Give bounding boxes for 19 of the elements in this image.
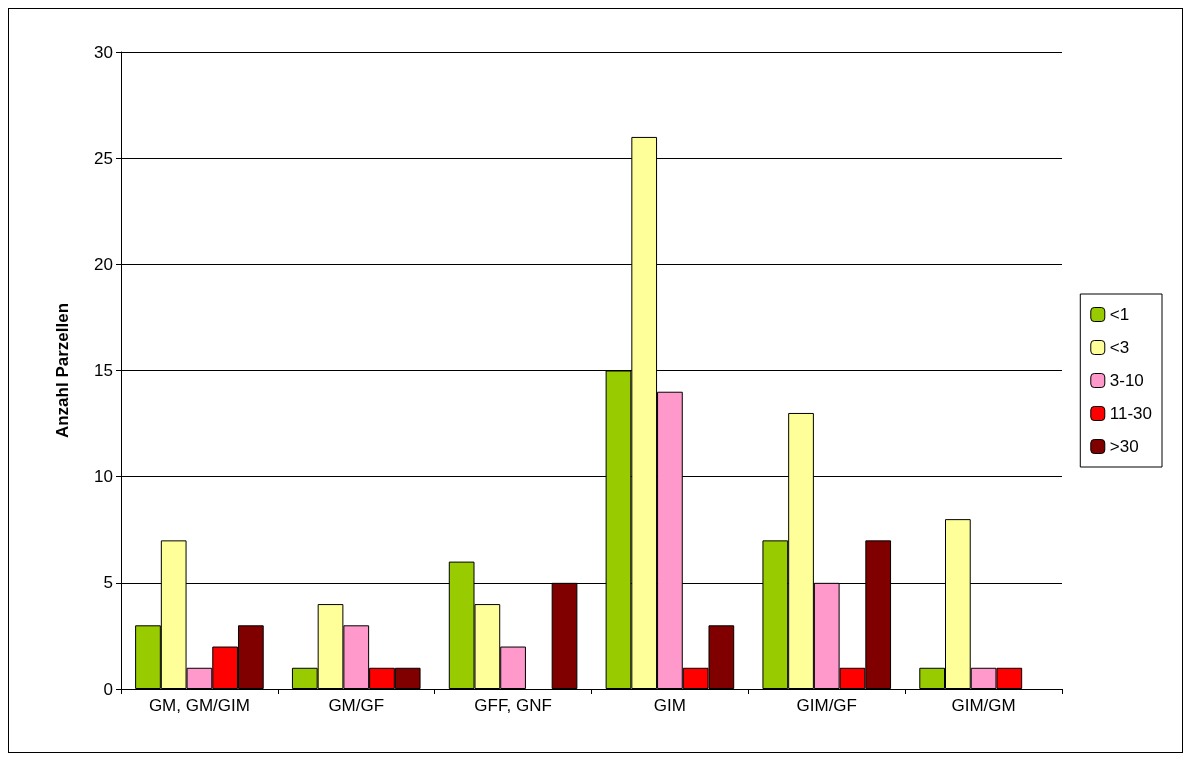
y-tick-label: 10 — [94, 467, 113, 487]
y-tick-label: 0 — [103, 679, 113, 699]
x-tick-label: GIM — [653, 696, 686, 715]
legend-label: 3-10 — [1109, 371, 1144, 390]
x-tick-label: GIM/GF — [796, 696, 857, 715]
y-tick-label: 25 — [94, 148, 113, 168]
legend-label: <3 — [1109, 338, 1130, 357]
y-tick-label: 20 — [94, 254, 113, 274]
y-tick-label: 15 — [94, 361, 113, 380]
y-tick-label: 5 — [103, 573, 113, 593]
y-axis-title: Anzahl Parzellen — [53, 302, 72, 439]
y-tick-label: 30 — [94, 42, 113, 62]
x-tick-label: GM, GM/GIM — [148, 696, 250, 715]
x-tick-label: GFF, GNF — [474, 696, 552, 715]
legend-label: <1 — [1109, 305, 1130, 324]
x-tick-label: GIM/GM — [951, 696, 1016, 715]
legend-label: >30 — [1109, 437, 1139, 456]
x-tick-label: GM/GF — [328, 696, 385, 715]
legend-label: 11-30 — [1109, 404, 1152, 423]
